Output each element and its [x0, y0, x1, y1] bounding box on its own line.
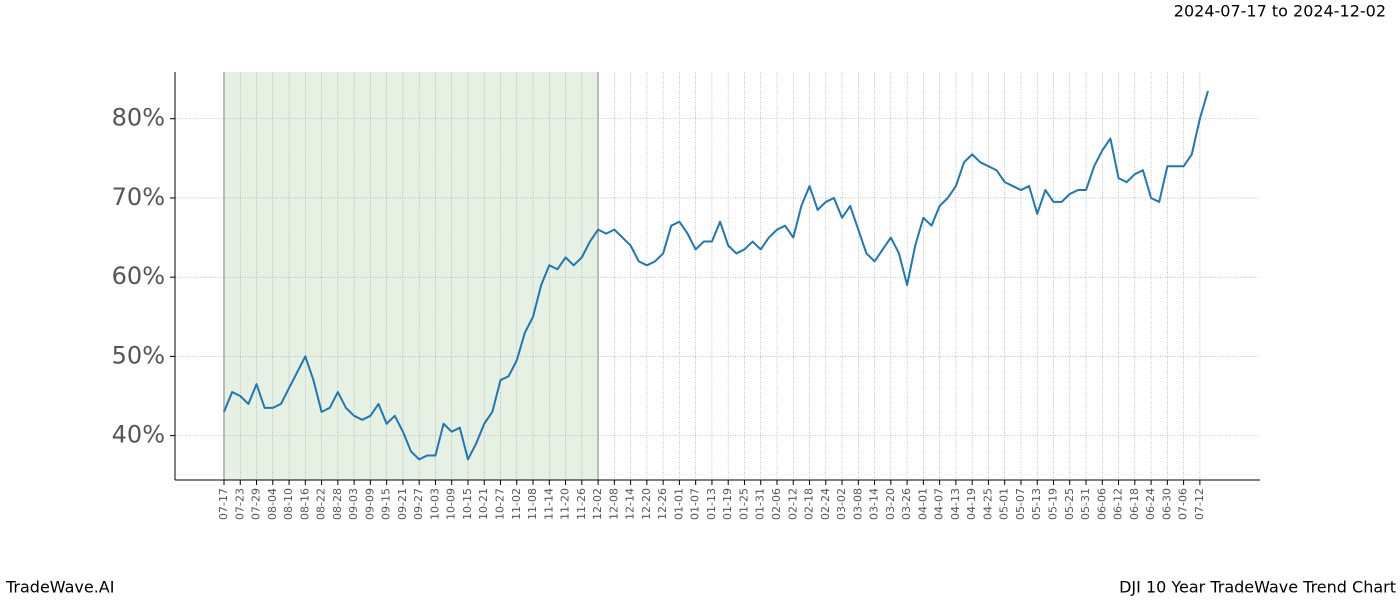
- x-tick-label: 04-13: [949, 488, 962, 520]
- x-tick-label: 09-09: [363, 488, 376, 520]
- x-tick-label: 07-23: [233, 488, 246, 520]
- y-tick-label: 60%: [112, 262, 165, 290]
- x-tick-label: 05-13: [1030, 488, 1043, 520]
- x-tick-label: 06-06: [1095, 488, 1108, 520]
- x-tick-label: 06-24: [1144, 488, 1157, 520]
- x-tick-label: 11-14: [542, 488, 555, 520]
- x-tick-label: 12-14: [624, 488, 637, 520]
- x-tick-label: 03-02: [835, 488, 848, 520]
- x-tick-label: 06-18: [1128, 488, 1141, 520]
- x-tick-label: 12-02: [591, 488, 604, 520]
- x-tick-label: 01-31: [754, 488, 767, 520]
- footer-left: TradeWave.AI: [5, 578, 114, 597]
- x-tick-label: 01-01: [672, 488, 685, 520]
- x-tick-label: 10-21: [477, 488, 490, 520]
- x-tick-label: 05-25: [1063, 488, 1076, 520]
- x-tick-label: 07-17: [217, 488, 230, 520]
- x-tick-label: 12-08: [607, 488, 620, 520]
- y-tick-label: 70%: [112, 183, 165, 211]
- x-tick-label: 10-15: [461, 488, 474, 520]
- x-tick-label: 01-19: [721, 488, 734, 520]
- x-tick-label: 10-09: [445, 488, 458, 520]
- x-tick-label: 01-13: [705, 488, 718, 520]
- x-tick-label: 05-01: [998, 488, 1011, 520]
- x-tick-label: 11-02: [510, 488, 523, 520]
- x-tick-label: 02-06: [770, 488, 783, 520]
- shaded-span: [224, 72, 599, 480]
- x-tick-label: 01-25: [737, 488, 750, 520]
- y-tick-label: 80%: [112, 104, 165, 132]
- x-tick-label: 11-26: [575, 488, 588, 520]
- x-tick-label: 09-03: [347, 488, 360, 520]
- x-tick-label: 08-22: [315, 488, 328, 520]
- footer-right: DJI 10 Year TradeWave Trend Chart: [1119, 578, 1396, 597]
- x-tick-label: 10-27: [493, 488, 506, 520]
- x-tick-label: 02-18: [803, 488, 816, 520]
- x-tick-label: 08-10: [282, 488, 295, 520]
- x-tick-label: 05-31: [1079, 488, 1092, 520]
- x-tick-label: 04-25: [981, 488, 994, 520]
- x-tick-label: 08-16: [298, 488, 311, 520]
- x-tick-label: 02-12: [786, 488, 799, 520]
- y-tick-label: 40%: [112, 421, 165, 449]
- x-tick-label: 07-12: [1193, 488, 1206, 520]
- x-tick-label: 12-20: [640, 488, 653, 520]
- x-tick-label: 04-07: [933, 488, 946, 520]
- x-tick-label: 09-15: [380, 488, 393, 520]
- x-tick-label: 03-14: [868, 488, 881, 520]
- x-tick-label: 04-19: [965, 488, 978, 520]
- x-tick-label: 06-30: [1160, 488, 1173, 520]
- x-tick-label: 09-27: [412, 488, 425, 520]
- x-tick-label: 08-04: [266, 488, 279, 520]
- x-tick-label: 11-20: [559, 488, 572, 520]
- chart-title: 2024-07-17 to 2024-12-02: [1174, 2, 1386, 21]
- x-tick-label: 01-07: [689, 488, 702, 520]
- y-tick-label: 50%: [112, 341, 165, 369]
- x-tick-label: 07-29: [250, 488, 263, 520]
- x-tick-label: 09-21: [396, 488, 409, 520]
- x-tick-label: 03-08: [851, 488, 864, 520]
- x-tick-label: 11-08: [526, 488, 539, 520]
- x-tick-label: 07-06: [1177, 488, 1190, 520]
- x-tick-label: 05-19: [1046, 488, 1059, 520]
- x-tick-label: 04-01: [916, 488, 929, 520]
- trend-line: [223, 90, 1209, 461]
- x-tick-label: 10-03: [428, 488, 441, 520]
- x-tick-label: 03-20: [884, 488, 897, 520]
- x-tick-label: 02-24: [819, 488, 832, 520]
- x-tick-label: 12-26: [656, 488, 669, 520]
- x-tick-label: 06-12: [1112, 488, 1125, 520]
- x-tick-label: 08-28: [331, 488, 344, 520]
- x-tick-label: 03-26: [900, 488, 913, 520]
- x-tick-label: 05-07: [1014, 488, 1027, 520]
